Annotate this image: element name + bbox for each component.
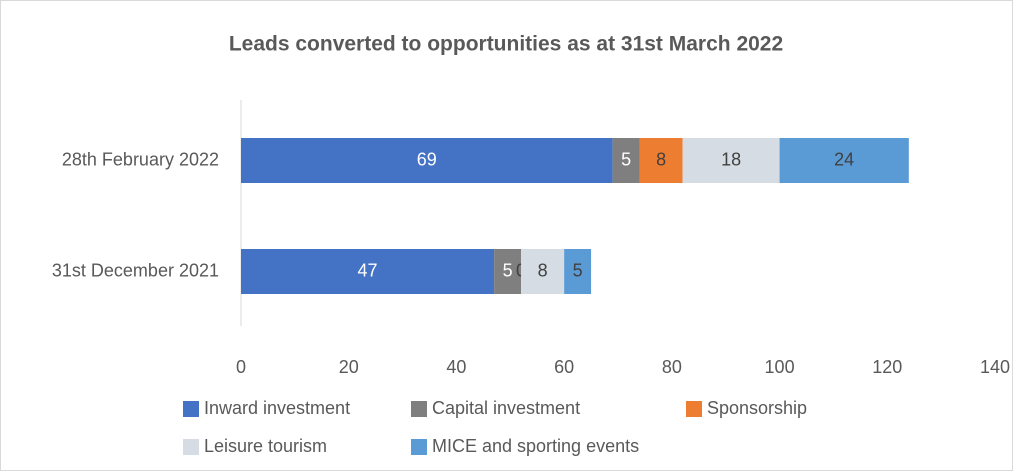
data-label: 24	[834, 149, 854, 169]
x-tick-label: 20	[339, 357, 359, 377]
data-label: 5	[503, 260, 513, 280]
data-label: 8	[538, 260, 548, 280]
x-tick-label: 100	[765, 357, 795, 377]
bar-segment	[779, 138, 909, 183]
legend-label: Sponsorship	[707, 398, 807, 418]
bar-segment	[564, 249, 592, 294]
legend-swatch	[411, 401, 427, 417]
bar-segment	[494, 249, 522, 294]
legend-label: Leisure tourism	[204, 436, 327, 456]
legend-label: Capital investment	[432, 398, 580, 418]
legend-swatch	[411, 439, 427, 455]
data-label: 69	[417, 149, 437, 169]
x-tick-label: 140	[980, 357, 1010, 377]
chart-title: Leads converted to opportunities as at 3…	[229, 33, 783, 56]
data-label: 5	[573, 260, 583, 280]
y-tick-label: 28th February 2022	[62, 149, 219, 169]
x-tick-label: 0	[236, 357, 246, 377]
legend-swatch	[183, 439, 199, 455]
legend-label: MICE and sporting events	[432, 436, 639, 456]
bar-segment	[521, 249, 565, 294]
x-tick-label: 120	[872, 357, 902, 377]
bar-segment	[612, 138, 640, 183]
data-label: 18	[721, 149, 741, 169]
data-label: 5	[621, 149, 631, 169]
bar-segment	[682, 138, 780, 183]
bar-segment	[639, 138, 683, 183]
x-tick-label: 60	[554, 357, 574, 377]
bar-segment	[241, 249, 495, 294]
data-label: 8	[656, 149, 666, 169]
legend-swatch	[183, 401, 199, 417]
x-tick-label: 80	[662, 357, 682, 377]
data-label: 47	[358, 260, 378, 280]
y-tick-label: 31st December 2021	[52, 260, 219, 280]
bar-segment	[241, 138, 613, 183]
x-tick-label: 40	[446, 357, 466, 377]
legend-swatch	[686, 401, 702, 417]
legend-label: Inward investment	[204, 398, 350, 418]
